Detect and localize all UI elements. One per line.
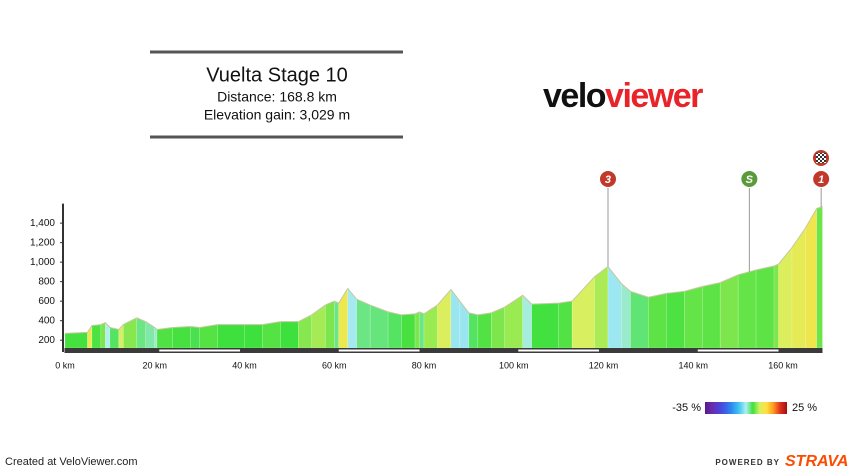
gradient-segment: [437, 288, 452, 349]
gradient-segment: [325, 300, 335, 349]
gradient-segment: [156, 327, 173, 349]
gradient-segment: [468, 312, 479, 349]
road-dash: [518, 349, 600, 352]
finish-flag-pattern: [816, 153, 826, 163]
gradient-segment: [244, 324, 263, 349]
gradient-segment: [621, 283, 631, 349]
strava: STRAVA: [785, 453, 848, 470]
title: Vuelta Stage 10: [206, 64, 348, 86]
legend-max: 25 %: [792, 402, 817, 414]
x-tick-label: 120 km: [589, 360, 619, 370]
gradient-segment: [719, 274, 739, 349]
gradient-segment: [190, 326, 200, 349]
gradient-segment: [773, 263, 779, 349]
gradient-segment: [491, 306, 506, 349]
gradient-segment: [805, 207, 817, 349]
gradient-segment: [423, 304, 438, 349]
marker-badge: [812, 170, 831, 188]
gradient-segment: [280, 321, 299, 349]
x-tick-label: 80 km: [412, 360, 437, 370]
gradient-segment: [531, 302, 559, 349]
gradient-segment: [123, 317, 138, 349]
y-tick-label: 1,200: [30, 237, 55, 248]
gradient-segment: [450, 288, 461, 349]
elevation-gain: Elevation gain: 3,029 m: [204, 107, 350, 123]
gradient-segment: [172, 326, 191, 349]
y-tick-label: 200: [38, 335, 55, 346]
marker-label: S: [746, 174, 754, 186]
marker-badge: [598, 170, 617, 188]
gradient-segment: [298, 314, 313, 349]
gradient-segment: [737, 269, 757, 349]
plot: 200 400 600 800 1,000 1,200 1,400 0 km 20 km 40 k…: [30, 170, 831, 370]
gradient-segment: [109, 327, 120, 349]
profile-line: [64, 206, 823, 334]
gradient-segment: [791, 227, 806, 349]
gradient-segment: [311, 304, 326, 349]
gradient-segment: [666, 291, 685, 349]
gradient-segment: [607, 265, 622, 349]
gradient-segment: [648, 293, 667, 349]
gradient-segment: [684, 286, 703, 349]
marker-label: 3: [605, 174, 611, 186]
gradient-segment: [630, 291, 649, 349]
road-dash: [338, 349, 420, 352]
gradient-segment: [571, 276, 595, 349]
gradient-segment: [414, 311, 420, 349]
gradient-segment: [64, 332, 88, 349]
gradient-segment: [334, 300, 339, 349]
y-tick-label: 1,000: [30, 257, 55, 268]
gradient-segment: [154, 326, 158, 349]
x-tick-label: 60 km: [322, 360, 347, 370]
gradient-segment: [778, 246, 793, 349]
gradient-segment: [217, 324, 245, 349]
road-dash: [159, 349, 241, 352]
y-tick-label: 400: [38, 315, 55, 326]
created-at: Created at VeloViewer.com: [5, 456, 137, 468]
gradient-segment: [199, 324, 218, 349]
x-tick-label: 0 km: [55, 360, 75, 370]
gradient-segment: [459, 300, 470, 349]
y-tick-label: 1,400: [30, 218, 55, 229]
logo: veloviewer: [543, 77, 703, 115]
x-tick-label: 100 km: [499, 360, 529, 370]
gradient-segment: [477, 312, 492, 349]
x-tick-label: 160 km: [768, 360, 798, 370]
gradient-segment: [262, 321, 281, 349]
gradient-segment: [419, 311, 425, 349]
y-tick-label: 600: [38, 296, 55, 307]
x-tick-label: 20 km: [142, 360, 167, 370]
legend-bar: [705, 402, 787, 414]
gradient-segment: [701, 282, 721, 349]
gradient-segment: [100, 322, 106, 349]
road-bar: [65, 348, 823, 353]
gradient-segment: [91, 324, 102, 349]
logo-viewer: viewer: [605, 77, 703, 115]
gradient-segment: [136, 317, 147, 349]
powered-by: POWERED BY: [715, 458, 780, 467]
gradient-segment: [401, 313, 416, 349]
gradient-segment: [816, 206, 823, 349]
gradient-segment: [755, 265, 775, 349]
distance: Distance: 168.8 km: [217, 89, 337, 105]
logo-velo: velo: [543, 77, 606, 115]
gradient-segment: [338, 287, 348, 349]
gradient-segment: [594, 266, 609, 349]
gradient-segment: [356, 298, 371, 349]
x-tick-label: 40 km: [232, 360, 257, 370]
road-dash: [697, 349, 779, 352]
gradient-segment: [558, 300, 573, 349]
marker-label: 1: [818, 174, 824, 186]
gradient-segment: [369, 304, 389, 349]
gradient-segment: [387, 311, 402, 349]
gradient-segment: [504, 294, 523, 349]
legend-min: -35 %: [672, 402, 701, 414]
x-tick-label: 140 km: [679, 360, 709, 370]
marker-badge: [740, 170, 759, 188]
y-tick-label: 800: [38, 276, 55, 287]
gradient-segment: [145, 321, 156, 349]
